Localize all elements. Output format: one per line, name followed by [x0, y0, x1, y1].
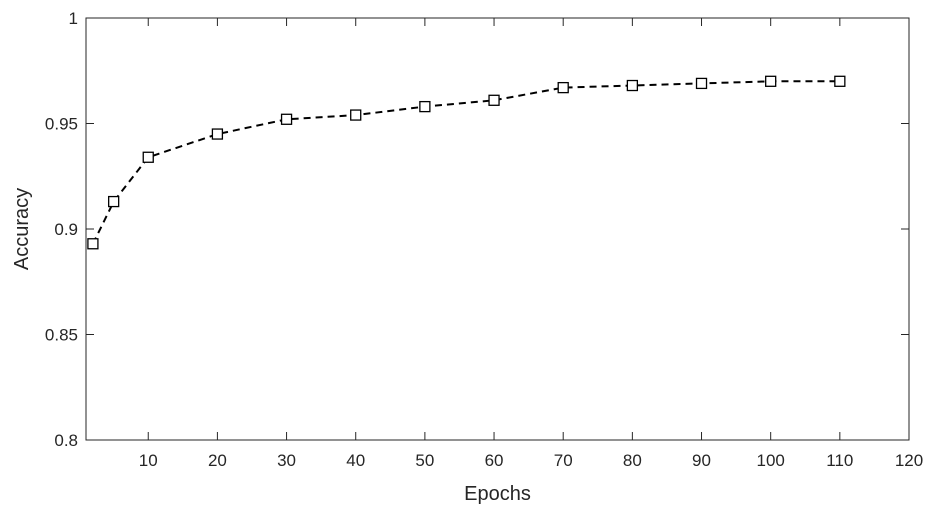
data-point-marker — [419, 100, 431, 113]
plot-area — [85, 17, 910, 441]
data-point-marker — [280, 113, 293, 125]
x-tick-label: 60 — [485, 451, 504, 470]
y-tick-label: 0.8 — [54, 431, 78, 450]
x-tick-label: 10 — [139, 451, 158, 470]
y-tick-label: 0.85 — [45, 326, 78, 345]
data-point-marker — [108, 195, 120, 208]
data-point-marker — [488, 94, 500, 106]
x-tick-label: 40 — [346, 451, 365, 470]
series-layer — [87, 75, 846, 250]
y-axis-label: Accuracy — [11, 188, 33, 270]
data-point-marker — [626, 79, 639, 92]
x-axis-label: Epochs — [464, 483, 531, 505]
x-tick-label: 80 — [623, 451, 642, 470]
x-tick-label: 30 — [277, 451, 296, 470]
y-axis-ticks: 0.8 0.85 0.9 0.95 1 — [45, 9, 909, 450]
x-tick-label: 110 — [826, 451, 853, 470]
x-tick-label: 100 — [756, 451, 784, 470]
data-point-marker — [87, 238, 99, 250]
data-point-marker — [557, 81, 569, 94]
data-point-marker — [350, 109, 362, 121]
x-axis-ticks: 10 20 30 40 50 60 70 80 90 100 110 120 — [139, 18, 923, 470]
x-tick-label: 20 — [208, 451, 227, 470]
data-point-marker — [834, 75, 846, 87]
data-point-marker — [765, 75, 777, 87]
data-point-marker — [211, 128, 224, 140]
x-tick-label: 120 — [895, 451, 923, 470]
x-tick-label: 70 — [554, 451, 573, 470]
x-tick-label: 50 — [415, 451, 434, 470]
data-point-marker — [142, 151, 154, 163]
y-tick-label: 1 — [69, 9, 78, 28]
data-point-marker — [695, 77, 708, 90]
y-tick-label: 0.95 — [45, 115, 78, 134]
x-tick-label: 90 — [692, 451, 711, 470]
y-tick-label: 0.9 — [54, 220, 78, 239]
